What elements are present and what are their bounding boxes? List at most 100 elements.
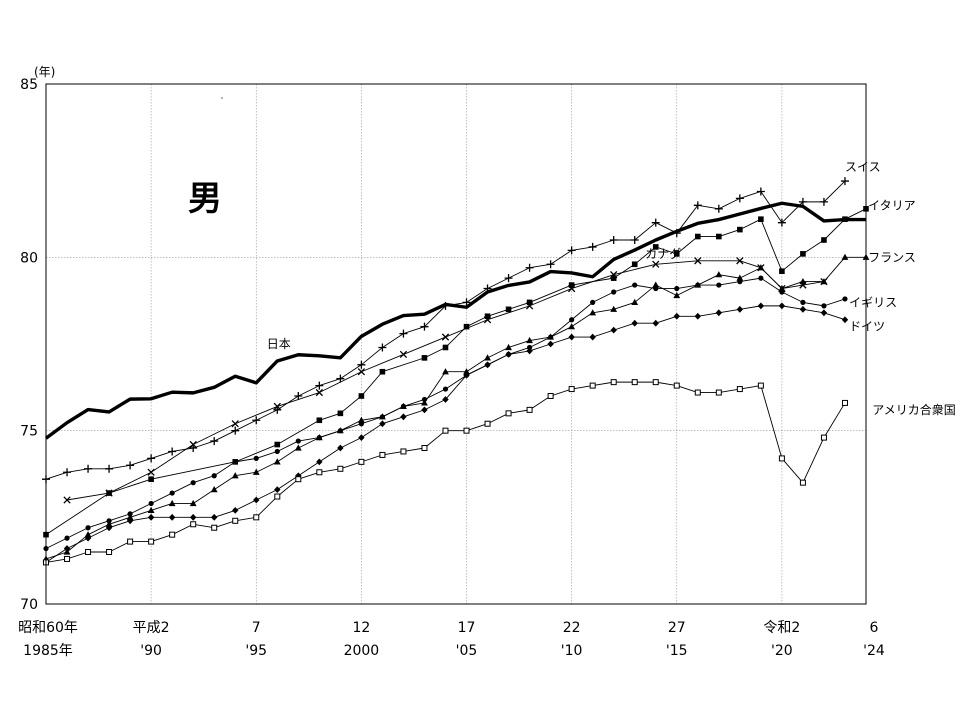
series-1-point-27 [609, 236, 618, 244]
series-1-point-25 [567, 246, 576, 255]
x-tick-year-label-4: '05 [456, 643, 478, 659]
series-5-point-26 [590, 299, 596, 305]
series-5-point-17 [400, 403, 407, 409]
series-5-point-15 [358, 421, 364, 427]
series-2-point-21 [716, 233, 722, 240]
x-tick-era-label-1: 平成2 [133, 620, 170, 636]
series-2-point-9 [421, 355, 428, 361]
series-5-point-28 [632, 282, 638, 288]
series-6-point-37 [820, 309, 828, 317]
series-5-point-7 [190, 480, 196, 486]
series-4-point-19 [442, 368, 449, 375]
series-3-point-3 [189, 440, 197, 449]
series-6-point-9 [232, 507, 239, 514]
series-7-point-19 [442, 427, 449, 434]
series-1-point-26 [588, 242, 597, 251]
series-6-point-11 [274, 486, 281, 493]
series-label-0: 日本 [267, 337, 291, 351]
series-4-point-35 [778, 284, 786, 292]
series-4-point-7 [189, 499, 197, 507]
series-7-point-6 [169, 531, 176, 538]
series-7-point-7 [190, 521, 197, 528]
series-7-point-5 [148, 538, 155, 545]
series-7-point-38 [841, 399, 848, 406]
series-1-point-32 [714, 204, 723, 213]
plot-frame [45, 83, 867, 605]
series-2-point-27 [842, 216, 848, 222]
series-7-point-22 [505, 410, 512, 417]
series-7-point-17 [400, 448, 407, 455]
series-4-point-6 [168, 499, 176, 507]
series-1-point-37 [819, 197, 828, 206]
series-6-point-38 [841, 316, 849, 324]
series-3-point-7 [357, 368, 366, 376]
series-line-5 [45, 277, 846, 549]
x-tick-era-label-7: 令和2 [763, 620, 800, 636]
series-7-point-30 [673, 382, 680, 389]
series-4-point-15 [357, 416, 365, 423]
series-7-point-37 [820, 434, 827, 441]
series-7-point-18 [421, 445, 428, 451]
series-5-point-6 [169, 490, 175, 496]
series-5-point-24 [548, 334, 554, 340]
series-2-point-8 [379, 368, 386, 375]
series-7-point-36 [799, 479, 806, 486]
series-1-point-19 [441, 301, 450, 310]
series-1-point-16 [378, 343, 387, 352]
series-5-point-35 [779, 289, 785, 295]
series-2-point-19 [673, 251, 680, 257]
series-7 [43, 379, 848, 566]
series-4-point-9 [231, 472, 239, 479]
x-tick-era-label-0: 昭和60年 [18, 620, 78, 636]
series-4-point-11 [273, 458, 281, 465]
series-6-point-35 [778, 302, 786, 310]
series-label-5: イギリス [849, 295, 897, 309]
series-7-point-9 [232, 517, 239, 524]
series-5-point-9 [232, 459, 238, 465]
series-3-point-9 [441, 333, 450, 341]
series-1-point-20 [462, 298, 471, 307]
y-tick-label-0: 70 [20, 597, 38, 613]
series-4-point-29 [652, 281, 660, 288]
series-1-point-4 [126, 461, 135, 470]
x-tick-era-label-8: 6 [870, 620, 879, 636]
series-6-point-15 [358, 434, 365, 441]
series-4-point-2 [84, 531, 92, 538]
series-5-point-18 [421, 396, 428, 403]
x-tick-era-label-6: 27 [668, 620, 686, 636]
series-6-point-30 [673, 312, 680, 320]
series-7-point-34 [757, 382, 764, 389]
series-7-point-11 [274, 493, 281, 500]
series-3-point-13 [610, 271, 618, 279]
series-1-point-15 [357, 360, 366, 369]
series-5-point-8 [211, 473, 217, 479]
series-1 [42, 177, 849, 484]
x-tick-year-label-0: 1985年 [23, 643, 73, 659]
series-1-point-14 [336, 374, 345, 383]
series-5-point-31 [695, 282, 701, 288]
series-label-2: イタリア [868, 198, 916, 212]
series-4-point-25 [568, 323, 576, 330]
x-tick-era-label-3: 12 [352, 620, 370, 636]
series-4-point-21 [484, 354, 491, 361]
series-5-point-12 [295, 438, 301, 444]
y-tick-label-3: 85 [20, 77, 38, 93]
series-label-3: カナダ [645, 246, 681, 261]
y-tick-label-2: 80 [20, 250, 38, 266]
series-7-point-14 [337, 465, 344, 472]
series-5-point-32 [716, 282, 722, 288]
series-5-point-34 [758, 275, 764, 281]
series-5 [43, 275, 848, 552]
series-7-point-4 [127, 538, 134, 545]
series-7-point-13 [316, 469, 323, 476]
series-2-point-14 [526, 299, 533, 306]
series-6-point-23 [526, 347, 533, 355]
series-4-point-22 [505, 343, 512, 351]
y-tick-label-1: 75 [20, 424, 38, 440]
series-3-point-1 [105, 489, 113, 497]
series-2-point-26 [821, 237, 827, 243]
series-6-point-24 [547, 340, 554, 348]
x-tick-year-label-3: 2000 [344, 643, 380, 659]
series-5-point-11 [274, 448, 280, 455]
series-5-point-1 [64, 535, 70, 541]
